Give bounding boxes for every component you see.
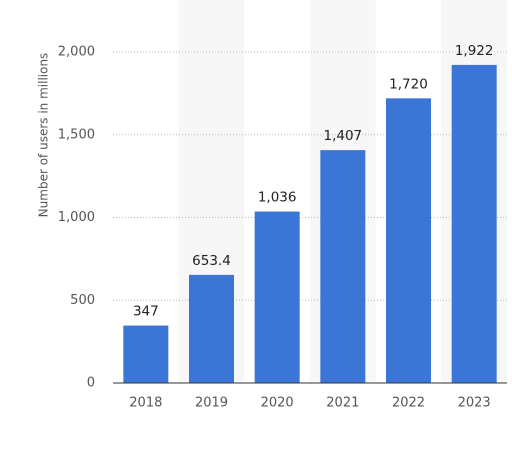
- x-tick-label: 2023: [458, 396, 491, 411]
- y-tick-label: 1,000: [58, 210, 95, 225]
- value-label: 1,036: [258, 190, 297, 206]
- bar: [320, 150, 366, 383]
- x-tick-label: 2020: [261, 396, 294, 411]
- bar: [451, 64, 497, 383]
- y-tick-label: 0: [87, 376, 95, 391]
- value-label: 1,922: [455, 43, 494, 59]
- bar: [189, 274, 234, 383]
- value-label: 1,720: [389, 76, 428, 92]
- y-axis-label: Number of users in millions: [37, 53, 51, 218]
- bar: [123, 325, 169, 383]
- value-label: 1,407: [324, 128, 363, 144]
- x-tick-label: 2019: [195, 396, 228, 411]
- x-tick-label: 2021: [326, 396, 359, 411]
- value-label: 653.4: [192, 253, 231, 269]
- x-tick-label: 2018: [129, 396, 162, 411]
- bar: [386, 98, 431, 383]
- y-tick-label: 500: [70, 293, 95, 308]
- y-tick-label: 1,500: [58, 127, 95, 142]
- y-tick-label: 2,000: [58, 45, 95, 60]
- value-label: 347: [133, 304, 159, 320]
- x-tick-label: 2022: [392, 396, 425, 411]
- bar: [254, 211, 300, 383]
